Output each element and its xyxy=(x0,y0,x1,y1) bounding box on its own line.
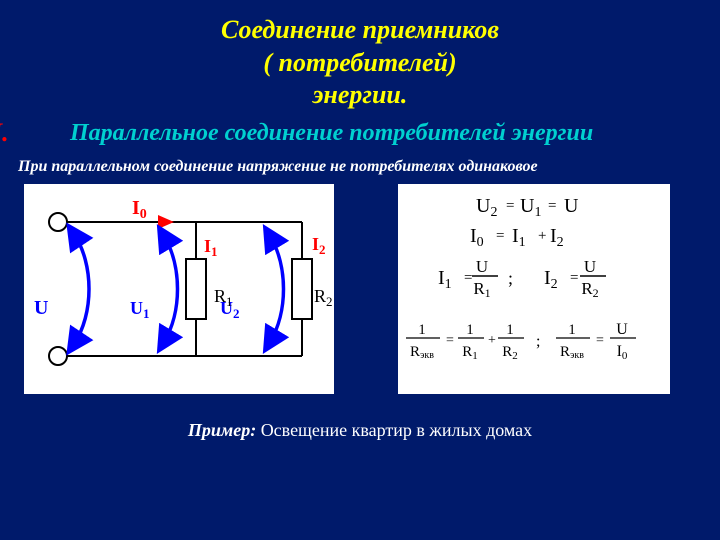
svg-text:U: U xyxy=(616,321,628,338)
resistor-r2 xyxy=(292,259,312,319)
resistor-r1 xyxy=(186,259,206,319)
circuit-wires xyxy=(58,222,302,356)
node-top xyxy=(49,213,67,231)
circuit-panel: I0 I1 I2 U U1 U2 R1 R2 xyxy=(24,184,334,394)
arrow-i0 xyxy=(158,215,174,229)
section-roman: I. xyxy=(0,118,9,148)
node-bottom xyxy=(49,347,67,365)
eq-line-3: I1 = U R1 ; I2 = U R2 xyxy=(438,257,606,300)
equations-panel: U2 = U1 = U I0 = I1 + I2 I1 = U R1 ; xyxy=(398,184,670,394)
label-r1: R1 xyxy=(214,286,233,309)
svg-text:+: + xyxy=(488,333,496,348)
svg-text:I1: I1 xyxy=(512,225,526,250)
svg-text:=: = xyxy=(596,333,604,348)
svg-text:U2: U2 xyxy=(476,195,497,220)
eq-line-2: I0 = I1 + I2 xyxy=(470,225,564,250)
svg-text:;: ; xyxy=(536,333,540,350)
svg-text:R1: R1 xyxy=(473,279,490,300)
svg-text:U: U xyxy=(476,257,488,276)
svg-text:U1: U1 xyxy=(520,195,541,220)
note-text: При параллельном соединение напряжение н… xyxy=(18,158,720,176)
label-i2: I2 xyxy=(312,234,326,257)
example-line: Пример: Освещение квартир в жилых домах xyxy=(0,420,720,441)
panels-row: I0 I1 I2 U U1 U2 R1 R2 U2 = U1 = U xyxy=(0,184,720,394)
svg-text:=: = xyxy=(548,198,556,214)
section-title: Параллельное соединение потребителей эне… xyxy=(70,118,680,148)
svg-text:1: 1 xyxy=(466,322,474,338)
circuit-labels: I0 I1 I2 U U1 U2 R1 R2 xyxy=(34,197,333,321)
svg-text:Rэкв: Rэкв xyxy=(410,344,434,361)
svg-text:R2: R2 xyxy=(502,344,518,362)
svg-text:;: ; xyxy=(508,268,513,288)
eq-line-1: U2 = U1 = U xyxy=(476,195,579,220)
svg-text:I1: I1 xyxy=(438,267,452,292)
svg-text:I0: I0 xyxy=(470,225,484,250)
svg-text:U: U xyxy=(584,257,596,276)
section-header: I. Параллельное соединение потребителей … xyxy=(0,118,720,148)
title-line-2: ( потребителей) xyxy=(263,48,456,77)
title-line-3: энергии. xyxy=(313,80,408,109)
voltage-arrows xyxy=(74,234,284,344)
svg-text:I2: I2 xyxy=(550,225,564,250)
label-i0: I0 xyxy=(132,197,147,222)
example-lead: Пример: xyxy=(188,420,256,440)
equations-svg: U2 = U1 = U I0 = I1 + I2 I1 = U R1 ; xyxy=(398,184,670,394)
label-u: U xyxy=(34,297,48,319)
page-title: Соединение приемников ( потребителей) эн… xyxy=(0,0,720,112)
label-r2: R2 xyxy=(314,286,333,309)
title-line-1: Соединение приемников xyxy=(221,15,499,44)
svg-text:R2: R2 xyxy=(581,279,598,300)
svg-text:1: 1 xyxy=(568,322,576,338)
svg-text:=: = xyxy=(506,198,514,214)
svg-text:=: = xyxy=(570,270,578,286)
svg-text:I2: I2 xyxy=(544,267,558,292)
svg-text:R1: R1 xyxy=(462,344,478,362)
svg-text:1: 1 xyxy=(418,322,426,338)
svg-text:1: 1 xyxy=(506,322,514,338)
svg-text:=: = xyxy=(464,270,472,286)
label-i1: I1 xyxy=(204,236,218,259)
label-u1: U1 xyxy=(130,298,150,321)
svg-text:Rэкв: Rэкв xyxy=(560,344,584,361)
svg-text:=: = xyxy=(446,333,454,348)
eq-line-4: 1 Rэкв = 1 R1 + 1 R2 ; 1 Rэкв = xyxy=(406,321,636,362)
svg-text:I0: I0 xyxy=(617,343,628,362)
example-text: Освещение квартир в жилых домах xyxy=(256,420,532,440)
circuit-svg: I0 I1 I2 U U1 U2 R1 R2 xyxy=(24,184,334,394)
svg-text:U: U xyxy=(564,195,579,217)
svg-text:=: = xyxy=(496,228,504,244)
svg-text:+: + xyxy=(538,228,546,244)
